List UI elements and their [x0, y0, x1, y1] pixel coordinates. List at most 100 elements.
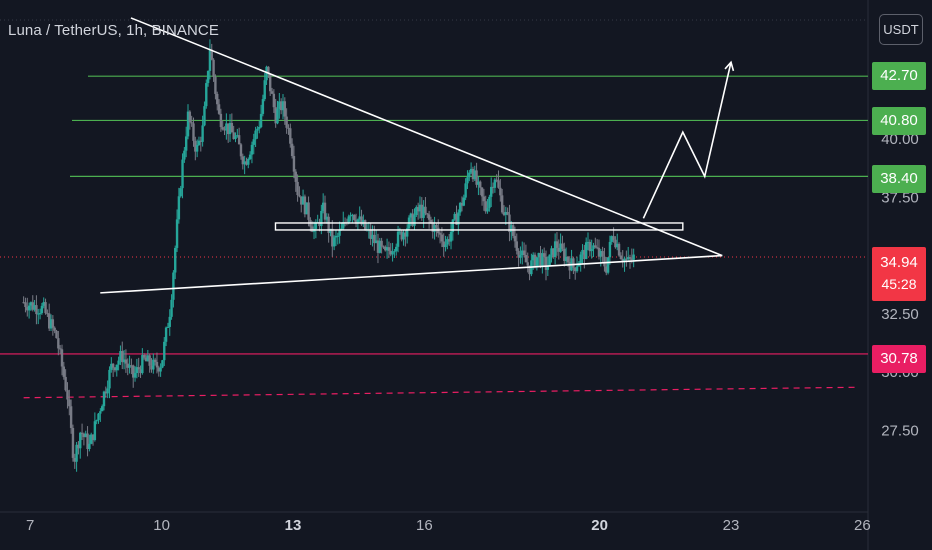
- candle-body: [177, 196, 181, 220]
- candle-body: [194, 140, 197, 152]
- candle-body: [488, 196, 491, 209]
- candle-body: [301, 196, 305, 205]
- candle-body: [462, 197, 466, 206]
- candle-body: [353, 214, 356, 220]
- candle-body: [385, 247, 389, 251]
- candle-body: [572, 258, 575, 268]
- candle-body: [444, 244, 447, 248]
- projection-path: [642, 62, 732, 219]
- candle-body: [38, 313, 42, 315]
- candle-body: [491, 186, 495, 188]
- candle-body: [206, 70, 210, 84]
- candle-body: [243, 161, 246, 165]
- candle-body: [157, 367, 160, 372]
- candle-body: [451, 219, 455, 232]
- candle-body: [475, 170, 478, 185]
- candle-body: [33, 305, 36, 310]
- candle-body: [195, 144, 199, 152]
- y-tick-label: 37.50: [881, 189, 919, 206]
- candle-body: [595, 247, 599, 249]
- candle-body: [172, 272, 175, 300]
- candle-body: [630, 258, 634, 260]
- candle-body: [35, 305, 38, 315]
- candle-body: [506, 211, 509, 215]
- candle-body: [91, 434, 95, 441]
- x-tick-label: 7: [26, 517, 34, 534]
- candle-body: [298, 195, 301, 197]
- candle-body: [455, 213, 458, 225]
- candle-body: [398, 231, 402, 233]
- candle-body: [71, 427, 75, 458]
- candle-body: [420, 204, 423, 218]
- candle-body: [175, 219, 179, 248]
- candle-body: [592, 245, 595, 249]
- candle-body: [564, 256, 568, 261]
- candle-body: [303, 196, 307, 215]
- candle-body: [168, 316, 171, 327]
- candle-body: [44, 302, 47, 314]
- candle-body: [124, 359, 128, 364]
- candle-body: [88, 443, 91, 449]
- candle-body: [216, 93, 219, 105]
- candle-body: [575, 266, 579, 272]
- candle-body: [270, 91, 274, 94]
- candle-body: [237, 135, 241, 145]
- candle-body: [152, 359, 155, 370]
- candle-body: [422, 206, 425, 218]
- candle-body: [460, 202, 464, 206]
- candle-body: [66, 390, 69, 400]
- candle-body: [416, 207, 420, 212]
- candle-body: [24, 302, 27, 308]
- grid: [0, 0, 869, 550]
- candle-body: [119, 351, 122, 361]
- candle-body: [256, 128, 259, 131]
- candle-body: [259, 113, 263, 128]
- candle-body: [55, 330, 58, 339]
- candle-body: [553, 241, 557, 258]
- candle-body: [363, 220, 367, 230]
- current-price: 34.94: [880, 254, 918, 271]
- candle-body: [400, 231, 403, 240]
- candle-body: [557, 247, 560, 252]
- candle-body: [128, 365, 131, 368]
- horizontal-levels: [0, 75, 868, 355]
- candle-body: [183, 150, 186, 160]
- candle-body: [102, 391, 106, 407]
- candle-body: [541, 253, 544, 266]
- candle-body: [73, 457, 76, 462]
- candle-body: [389, 250, 392, 255]
- candle-body: [433, 224, 436, 232]
- candle-body: [139, 369, 142, 374]
- candle-body: [544, 256, 548, 270]
- candle-body: [84, 433, 87, 438]
- projection-arrowhead: [724, 60, 735, 72]
- candle-body: [612, 236, 615, 240]
- candle-body: [332, 237, 336, 247]
- candle-body: [395, 246, 398, 252]
- candle-body: [221, 127, 224, 130]
- currency-button[interactable]: USDT: [879, 14, 923, 45]
- candle-body: [42, 302, 45, 306]
- candle-body: [418, 204, 422, 212]
- candle-body: [57, 338, 60, 349]
- candle-body: [599, 251, 602, 257]
- candle-body: [122, 359, 126, 363]
- candle-body: [502, 212, 506, 215]
- candle-body: [161, 360, 164, 368]
- candle-body: [108, 369, 111, 389]
- candle-body: [269, 73, 272, 92]
- candle-body: [190, 122, 193, 124]
- candle-body: [499, 187, 502, 196]
- candle-body: [153, 359, 157, 362]
- candle-body: [404, 232, 407, 237]
- candle-body: [110, 363, 113, 370]
- candle-body: [584, 242, 588, 260]
- candle-body: [393, 251, 396, 253]
- candle-body: [97, 413, 100, 421]
- current-price-box: 34.94 45:28: [872, 247, 926, 301]
- candle-body: [396, 231, 400, 247]
- candle-body: [236, 135, 239, 137]
- candle-body: [548, 254, 551, 267]
- candle-body: [360, 216, 363, 225]
